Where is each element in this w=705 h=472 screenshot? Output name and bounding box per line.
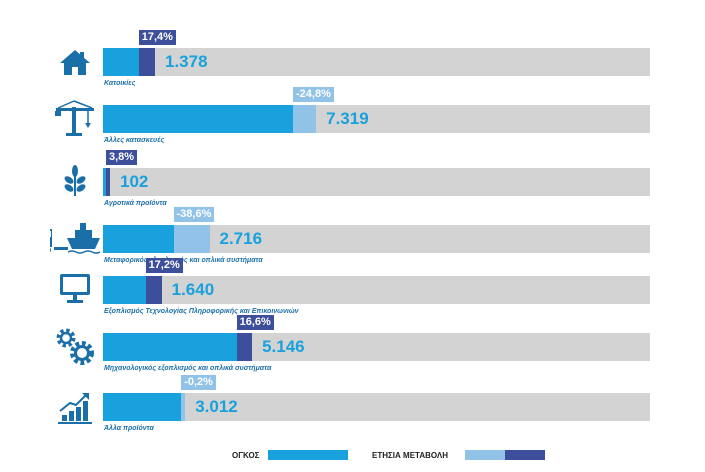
monitor-icon <box>50 270 100 310</box>
growth-chart-icon <box>50 387 100 427</box>
change-bar <box>236 333 253 361</box>
volume-value-label: 1.640 <box>171 280 215 299</box>
legend-volume-label: ΟΓΚΟΣ <box>232 451 260 460</box>
category-label: Άλλα προϊόντα <box>104 425 154 432</box>
crane-icon <box>50 99 100 139</box>
change-bar <box>173 225 210 253</box>
plant-icon <box>50 162 100 202</box>
legend-change-swatch-positive <box>505 450 545 460</box>
volume-bar <box>103 225 174 253</box>
legend-volume-swatch <box>268 450 348 460</box>
volume-value-label: 3.012 <box>195 397 238 416</box>
volume-bar <box>103 168 106 196</box>
bar-track <box>103 48 650 76</box>
bar-track <box>103 393 650 421</box>
house-icon <box>50 42 100 82</box>
category-label: Μηχανολογικός εξοπλισμός και οπλικά συστ… <box>104 365 272 372</box>
chart-row: -0,2% 3.012 Άλλα προϊόντα <box>0 375 705 441</box>
legend: ΟΓΚΟΣ ΕΤΗΣΙΑ ΜΕΤΑΒΟΛΗ <box>0 450 705 462</box>
change-label: 3,8% <box>106 150 138 165</box>
volume-bar <box>103 276 146 304</box>
category-label: Άλλες κατασκευές <box>104 137 165 144</box>
volume-value-label: 7.319 <box>326 109 369 128</box>
gears-icon <box>50 327 100 367</box>
chart-row: -24,8% 7.319 Άλλες κατασκευές <box>0 87 705 153</box>
category-label: Αγροτικά προϊόντα <box>104 200 167 207</box>
legend-change-label: ΕΤΗΣΙΑ ΜΕΤΑΒΟΛΗ <box>372 451 448 460</box>
chart-row: 17,2% 1.640 Εξοπλισμός Τεχνολογίας Πληροφο… <box>0 258 705 324</box>
change-bar <box>145 276 162 304</box>
volume-value-label: 102 <box>120 172 149 191</box>
change-bar <box>106 168 110 196</box>
truck-ship-icon <box>44 219 101 259</box>
legend-change-swatch-negative <box>465 450 505 460</box>
category-label: Κατοικίες <box>104 80 136 87</box>
chart-row: -38,6% 2.716 Μεταφορικός εξοπλισμός και οπ… <box>0 207 705 273</box>
chart-row: 3,8% 102 Αγροτικά προϊόντα <box>0 150 705 216</box>
change-bar <box>138 48 155 76</box>
change-bar <box>293 105 317 133</box>
volume-value-label: 5.146 <box>262 337 305 356</box>
volume-bar <box>103 393 182 421</box>
volume-value-label: 1.378 <box>165 52 208 71</box>
chart-row: 17,4% 1.378 Κατοικίες <box>0 30 705 96</box>
bar-track <box>103 168 650 196</box>
chart-row: 16,6% 5.146 Μηχανολογικός εξοπλισμός και ο… <box>0 315 705 381</box>
volume-bar <box>103 105 293 133</box>
change-label: 16,6% <box>236 315 274 330</box>
change-label: 17,2% <box>145 258 183 273</box>
volume-value-label: 2.716 <box>219 229 263 248</box>
volume-bar <box>103 48 139 76</box>
change-label: -24,8% <box>293 87 334 102</box>
volume-bar <box>103 333 237 361</box>
change-label: 17,4% <box>138 30 176 45</box>
change-label: -38,6% <box>173 207 215 222</box>
change-label: -0,2% <box>181 375 216 390</box>
bar-track <box>103 276 650 304</box>
change-bar <box>181 393 186 421</box>
category-label: Εξοπλισμός Τεχνολογίας Πληροφορικής και … <box>104 308 299 315</box>
category-label: Μεταφορικός εξοπλισμός και οπλικά συστήμ… <box>104 257 263 264</box>
